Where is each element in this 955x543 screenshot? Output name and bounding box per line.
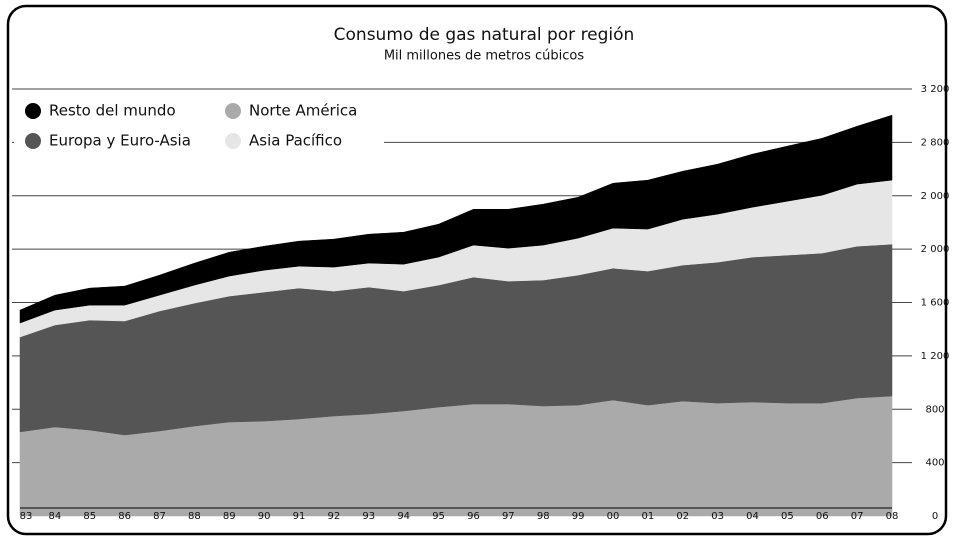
y-tick-label: 0 [932, 511, 938, 522]
x-tick-label: 03 [711, 511, 724, 522]
y-tick-label: 1 200 [921, 351, 950, 362]
x-tick-label: 98 [537, 511, 550, 522]
x-tick-label: 05 [781, 511, 794, 522]
x-tick-label: 87 [153, 511, 166, 522]
y-tick-label: 400 [925, 458, 944, 469]
y-tick-label: 2 000 [921, 244, 950, 255]
x-tick-label: 04 [746, 511, 759, 522]
chart-title: Consumo de gas natural por región [334, 25, 635, 45]
areas [19, 114, 893, 517]
x-tick-label: 90 [258, 511, 271, 522]
x-tick-label: 01 [641, 511, 654, 522]
legend-label: Europa y Euro-Asia [49, 132, 191, 150]
x-tick-label: 97 [502, 511, 515, 522]
x-tick-label: 00 [607, 511, 620, 522]
legend-swatch [25, 103, 41, 119]
legend: Norte América Europa y Euro-Asia Asia Pací… [14, 90, 384, 156]
x-tick-label: 85 [83, 511, 96, 522]
area [19, 114, 893, 324]
y-tick-label: 3 200 [921, 84, 950, 95]
x-tick-label: 02 [676, 511, 689, 522]
legend-swatch [225, 103, 241, 119]
x-tick-label: 08 [886, 511, 899, 522]
x-tick-label: 06 [816, 511, 829, 522]
x-tick-label: 86 [118, 511, 131, 522]
x-tick-label: 93 [362, 511, 375, 522]
legend-background [14, 90, 384, 156]
x-tick-label: 89 [223, 511, 236, 522]
x-tick-label: 92 [328, 511, 341, 522]
legend-swatch [225, 133, 241, 149]
x-tick-label: 07 [851, 511, 864, 522]
x-tick-label: 84 [49, 511, 62, 522]
chart-subtitle: Mil millones de metros cúbicos [384, 49, 585, 64]
legend-label: Norte América [249, 102, 357, 120]
x-tick-label: 88 [188, 511, 201, 522]
y-tick-label: 800 [925, 404, 944, 415]
x-tick-label: 91 [293, 511, 306, 522]
y-tick-label: 2 000 [921, 191, 950, 202]
legend-label: Asia Pacífico [249, 132, 342, 150]
y-tick-label: 1 600 [921, 298, 950, 309]
x-tick-label: 99 [572, 511, 585, 522]
x-tick-label: 94 [397, 511, 410, 522]
x-tick-label: 95 [432, 511, 445, 522]
legend-swatch [25, 133, 41, 149]
legend-label: Resto del mundo [49, 102, 176, 120]
x-tick-label: 96 [467, 511, 480, 522]
x-tick-label: 83 [20, 511, 33, 522]
y-tick-label: 2 800 [921, 137, 950, 148]
